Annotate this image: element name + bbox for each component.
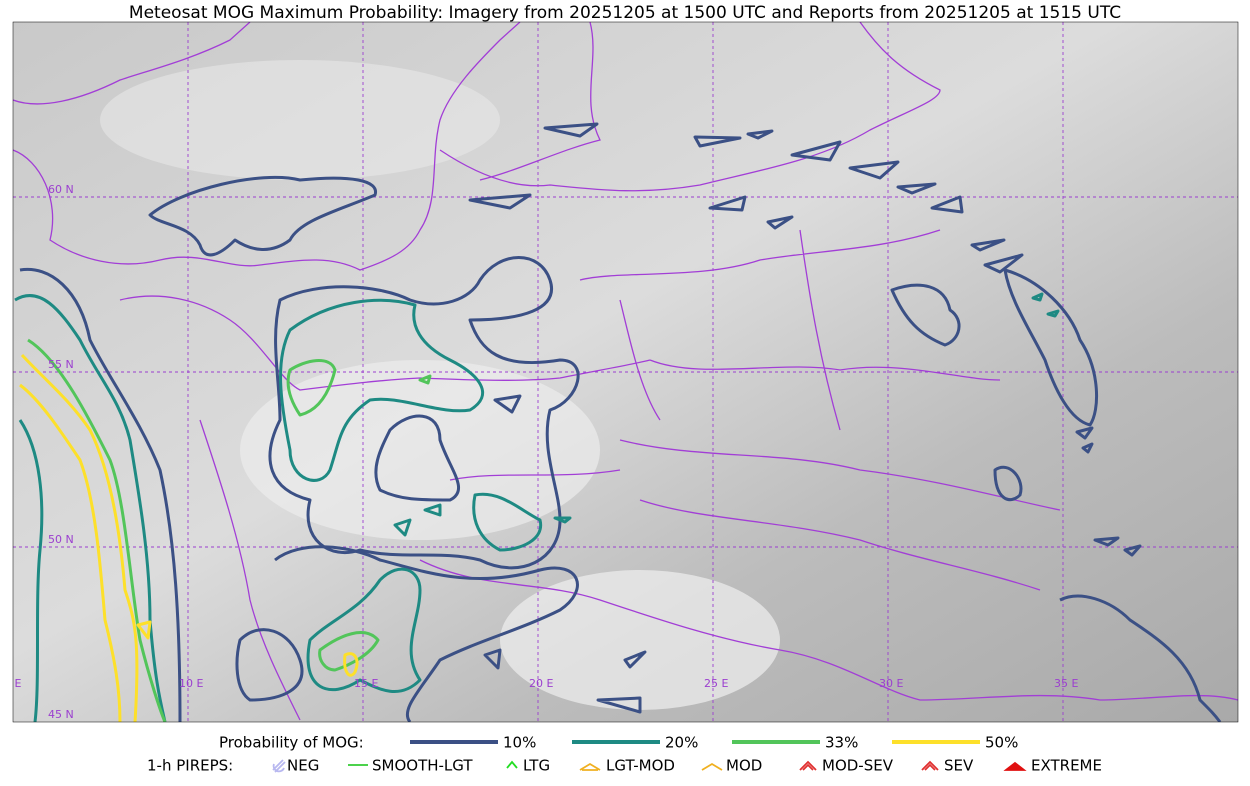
lon-label: 25 E <box>704 677 728 690</box>
legend-item: 10% <box>503 734 536 752</box>
title: Meteosat MOG Maximum Probability: Imager… <box>129 3 1121 23</box>
pirep-icon <box>272 759 286 773</box>
legend-item: LGT-MOD <box>606 757 675 775</box>
contour <box>286 359 432 417</box>
contour <box>27 338 167 722</box>
contour <box>993 466 1142 557</box>
contour <box>14 294 167 722</box>
pirep-icon <box>701 762 723 771</box>
contour <box>1059 594 1222 722</box>
contour <box>306 567 422 694</box>
contour <box>18 292 1060 722</box>
lon-label: 35 E <box>1054 677 1078 690</box>
contour <box>274 545 579 722</box>
contour <box>393 492 572 552</box>
legend-item: MOD-SEV <box>822 757 894 775</box>
contour <box>374 414 461 502</box>
legend-item: EXTREME <box>1031 757 1102 775</box>
map-frame <box>12 21 1239 723</box>
contour <box>468 122 1024 714</box>
contour <box>136 620 359 677</box>
contour <box>235 628 304 702</box>
lon-label: 15 E <box>354 677 378 690</box>
contour <box>148 175 377 257</box>
coastline <box>439 22 941 192</box>
legend-item: 50% <box>985 734 1018 752</box>
coastlines <box>13 22 1238 721</box>
coastline <box>119 295 651 391</box>
lat-label: 50 N <box>48 533 74 546</box>
contour <box>19 267 182 722</box>
cloud <box>500 570 780 710</box>
contour <box>318 631 380 672</box>
lat-label: 60 N <box>48 183 74 196</box>
map: 60 N 55 N 50 N 45 N 5 E 10 E 15 E 20 E 25 E 30 E 3… <box>4 22 1238 722</box>
pirep-icon <box>921 760 939 771</box>
cloud <box>100 60 500 180</box>
legend-item: MOD <box>726 757 762 775</box>
legend-item: SEV <box>944 757 974 775</box>
contour <box>268 256 580 570</box>
pirep-icon <box>579 762 601 771</box>
lon-label: 20 E <box>529 677 553 690</box>
coastline <box>13 22 251 105</box>
graticule <box>13 22 1238 722</box>
legend-item: LTG <box>523 757 550 775</box>
contour <box>890 283 961 347</box>
lat-label: 45 N <box>48 708 74 721</box>
border <box>199 229 1238 721</box>
pirep-icon <box>1003 761 1027 771</box>
lon-label: 5 E <box>4 677 21 690</box>
cloud <box>240 360 600 540</box>
legend-label: 1-h PIREPS: <box>147 757 233 775</box>
legend-item: 20% <box>665 734 698 752</box>
lat-label: 55 N <box>48 358 74 371</box>
contour <box>279 298 484 482</box>
contour <box>1003 268 1099 454</box>
legend-label: Probability of MOG: <box>219 734 364 752</box>
pirep-icon <box>799 760 817 771</box>
contour <box>20 353 139 722</box>
coastline <box>479 22 601 181</box>
pirep-icon <box>506 760 518 769</box>
legend-item: SMOOTH-LGT <box>372 757 473 775</box>
coordinate-labels: 60 N 55 N 50 N 45 N 5 E 10 E 15 E 20 E 25 E 30 E 3… <box>4 183 1078 721</box>
coastline <box>13 22 521 271</box>
lon-label: 30 E <box>879 677 903 690</box>
legend-item: 33% <box>825 734 858 752</box>
legend-item: NEG <box>287 757 319 775</box>
probability-contours <box>14 122 1222 722</box>
legend: Probability of MOG: 10% 20% 33% 50% 1-h PIREP… <box>147 734 1102 775</box>
lon-label: 10 E <box>179 677 203 690</box>
contour <box>19 383 122 722</box>
